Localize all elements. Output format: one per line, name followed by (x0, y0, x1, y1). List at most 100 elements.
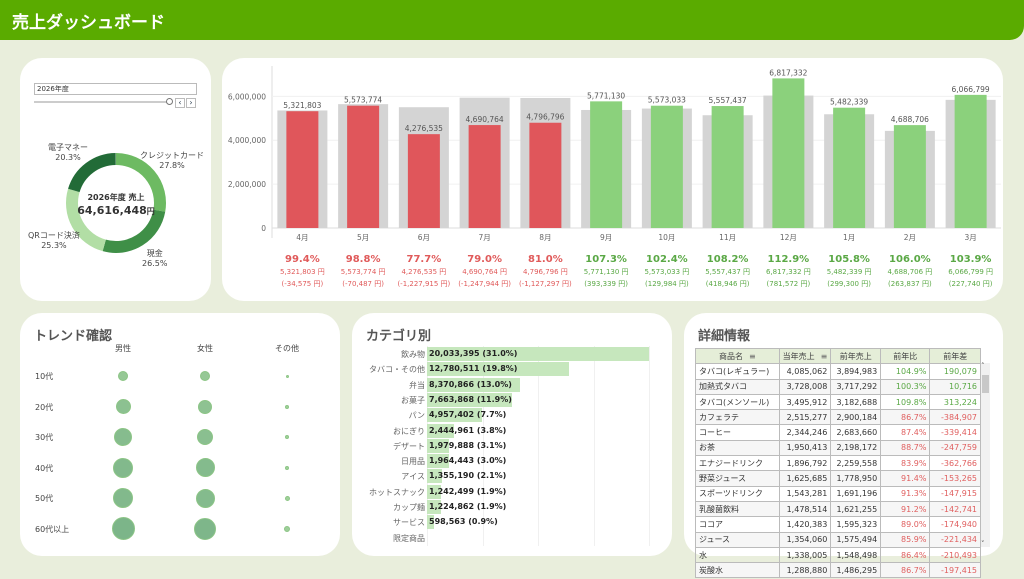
detail-title: 詳細情報 (698, 329, 751, 344)
current-year-bar[interactable] (286, 111, 319, 228)
table-cell: 91.3% (880, 485, 931, 502)
column-header[interactable]: 商品名 ≡ (695, 347, 780, 365)
table-cell: 1,548,498 (830, 546, 882, 564)
table-row[interactable]: ジュース 1,354,060 1,575,494 85.9% -221,434 (695, 531, 981, 548)
current-year-bar[interactable] (407, 134, 440, 228)
column-header-label: 前年差 (943, 351, 968, 361)
month-kpi: 106.0% 4,688,706 円 (263,837 円) (875, 254, 945, 289)
trend-bubble[interactable] (195, 488, 215, 508)
month-kpi: 103.9% 6,066,799 円 (227,740 円) (936, 254, 1006, 289)
donut-slice[interactable] (102, 209, 166, 253)
table-row[interactable]: 水 1,338,005 1,548,498 86.4% -210,493 (695, 546, 981, 564)
sort-icon[interactable]: ≡ (820, 351, 828, 361)
trend-bubble[interactable] (200, 371, 210, 381)
trend-bubble[interactable] (115, 399, 131, 414)
scroll-up-icon[interactable]: ˄ (981, 362, 985, 370)
category-bar[interactable] (427, 408, 482, 423)
current-year-bar[interactable] (711, 106, 744, 228)
current-year-bar[interactable] (833, 107, 866, 228)
table-row[interactable]: ココア 1,420,383 1,595,323 89.0% -174,940 (695, 516, 981, 533)
category-bar[interactable] (427, 362, 569, 377)
current-year-bar[interactable] (650, 105, 683, 228)
trend-bubble[interactable] (114, 428, 132, 446)
category-bar[interactable] (427, 484, 441, 499)
trend-bubble[interactable] (285, 435, 289, 439)
trend-bubble[interactable] (284, 495, 290, 501)
trend-bubble[interactable] (285, 374, 289, 378)
month-kpi: 98.8% 5,573,774 円 (-70,487 円) (328, 254, 398, 289)
donut-slice[interactable] (66, 188, 107, 252)
trend-bubble[interactable] (111, 517, 135, 540)
category-bar[interactable] (427, 438, 449, 453)
donut-slice[interactable] (68, 153, 117, 193)
table-cell: 1,338,005 (778, 546, 832, 564)
table-row[interactable]: スポーツドリンク 1,543,281 1,691,196 91.3% -147,915 (695, 485, 981, 502)
bar-value-label: 5,557,437 (709, 96, 747, 105)
year-filter-input[interactable]: 2026年度 (34, 83, 197, 95)
current-year-bar[interactable] (590, 101, 623, 228)
table-row[interactable]: カフェラテ 2,515,277 2,900,184 86.7% -384,907 (695, 409, 981, 426)
table-row[interactable]: 炭酸水 1,288,880 1,486,295 86.7% -197,415 (695, 562, 981, 579)
category-bar[interactable] (427, 500, 441, 514)
sort-icon[interactable]: ≡ (748, 351, 756, 361)
scroll-thumb[interactable] (982, 375, 989, 393)
category-value-label: 1,242,499 (1.9%) (429, 486, 507, 496)
current-year-bar[interactable] (893, 125, 926, 228)
trend-panel: トレンド確認 男性 女性 その他 10代 20代 30代 40代 50代 60代以上 (20, 313, 340, 556)
table-row[interactable]: お茶 1,950,413 2,198,172 88.7% -247,759 (695, 439, 981, 457)
category-bar[interactable] (427, 347, 649, 361)
category-bar[interactable] (427, 454, 449, 469)
trend-bubble[interactable] (113, 488, 133, 508)
table-scrollbar[interactable]: ˄ ˅ (981, 362, 990, 548)
trend-bubble[interactable] (285, 465, 289, 470)
column-header[interactable]: 前年差 (929, 347, 981, 365)
table-row[interactable]: 加熱式タバコ 3,728,008 3,717,292 100.3% 10,716 (695, 378, 981, 395)
table-row[interactable]: 野菜ジュース 1,625,685 1,778,950 91.4% -153,265 (695, 470, 981, 487)
table-cell: -153,265 (929, 470, 981, 487)
table-row[interactable]: タバコ(メンソール) 3,495,912 3,182,688 109.8% 313,22… (695, 393, 981, 411)
donut-slice[interactable] (115, 153, 166, 212)
trend-bubble[interactable] (195, 458, 215, 477)
category-bar[interactable] (427, 515, 434, 530)
table-row[interactable]: コーヒー 2,344,246 2,683,660 87.4% -339,414 (695, 424, 981, 441)
current-year-bar[interactable] (347, 105, 380, 228)
trend-bubble[interactable] (118, 371, 128, 381)
table-cell: カフェラテ (695, 409, 780, 426)
current-year-bar[interactable] (529, 122, 562, 228)
column-header[interactable]: 前年比 (880, 347, 931, 365)
year-slider-track[interactable] (34, 101, 169, 103)
kpi-ratio: 107.3% (585, 254, 627, 265)
category-value-label: 598,563 (0.9%) (429, 517, 498, 527)
kpi-ratio: 102.4% (646, 254, 688, 265)
column-header[interactable]: 当年売上 ≡ (778, 347, 832, 365)
table-cell: 88.7% (880, 439, 931, 457)
category-bar[interactable] (427, 392, 512, 407)
trend-bubble[interactable] (113, 457, 133, 478)
current-year-bar[interactable] (954, 94, 987, 228)
table-cell: 1,950,413 (778, 439, 832, 457)
kpi-ratio: 81.0% (528, 254, 563, 265)
prev-year-button[interactable]: ‹ (175, 98, 185, 108)
trend-bubble[interactable] (284, 525, 290, 532)
trend-bubble[interactable] (285, 404, 289, 409)
trend-column-header: 女性 (197, 344, 213, 353)
year-slider-handle[interactable] (166, 98, 173, 105)
kpi-diff: (227,740 円) (948, 280, 993, 288)
table-row[interactable]: タバコ(レギュラー) 4,085,062 3,894,983 104.9% 190,07… (695, 363, 981, 380)
category-bar[interactable] (427, 469, 443, 484)
category-bar[interactable] (427, 423, 455, 438)
current-year-bar[interactable] (468, 125, 501, 228)
next-year-button[interactable]: › (186, 98, 196, 108)
table-cell: -339,414 (929, 424, 981, 441)
scroll-down-icon[interactable]: ˅ (981, 540, 985, 548)
trend-bubble[interactable] (194, 517, 216, 540)
monthly-sales-panel: 0 2,000,000 4,000,000 6,000,000 5,321,803 4月 5… (222, 58, 1003, 301)
table-row[interactable]: エナジードリンク 1,896,792 2,259,558 83.9% -362,766 (695, 455, 981, 472)
column-header[interactable]: 前年売上 (830, 347, 882, 365)
current-year-bar[interactable] (772, 78, 805, 229)
trend-bubble[interactable] (197, 429, 213, 445)
category-bar[interactable] (427, 377, 520, 392)
category-value-label: 1,355,190 (2.1%) (429, 471, 507, 481)
trend-bubble[interactable] (198, 399, 212, 414)
table-row[interactable]: 乳酸菌飲料 1,478,514 1,621,255 91.2% -142,741 (695, 500, 981, 518)
